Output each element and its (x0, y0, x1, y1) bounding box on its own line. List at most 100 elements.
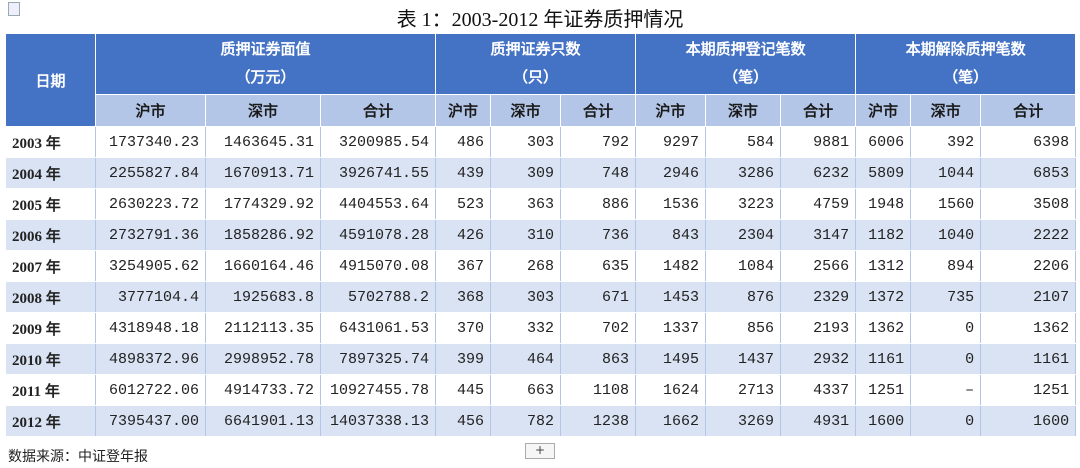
sub-header: 沪市 (635, 94, 707, 127)
sub-header: 深市 (490, 94, 562, 127)
value-cell: 6398 (980, 126, 1077, 158)
value-cell: 1463645.31 (205, 126, 321, 158)
value-cell: 1453 (635, 281, 707, 313)
value-cell: 1238 (560, 405, 637, 437)
value-cell: 3508 (980, 188, 1077, 220)
value-cell: 368 (435, 281, 492, 313)
sub-header: 合计 (560, 94, 637, 127)
sub-header: 合计 (980, 94, 1077, 127)
data-row: 2005 年 2630223.72 1774329.92 4404553.64 523 3… (5, 188, 1077, 220)
value-cell: 2630223.72 (95, 188, 206, 220)
value-cell: 1737340.23 (95, 126, 206, 158)
value-cell: 1372 (855, 281, 912, 313)
doc-icon (8, 2, 20, 16)
value-cell: 486 (435, 126, 492, 158)
value-cell: 1251 (855, 374, 912, 406)
value-cell: 5809 (855, 157, 912, 189)
value-cell: 736 (560, 219, 637, 251)
value-cell: 332 (490, 312, 562, 344)
year-cell: 2006 年 (5, 219, 96, 251)
data-row: 2012 年 7395437.00 6641901.13 14037338.13 456… (5, 405, 1077, 437)
value-cell: 2107 (980, 281, 1077, 313)
group-header: 质押证券只数 （只） (435, 33, 637, 95)
value-cell: 1040 (910, 219, 982, 251)
value-cell: 4931 (780, 405, 857, 437)
value-cell: 2946 (635, 157, 707, 189)
value-cell: 1536 (635, 188, 707, 220)
value-cell: 3200985.54 (319, 126, 437, 158)
value-cell: 0 (910, 343, 982, 375)
value-cell: 7395437.00 (95, 405, 206, 437)
value-cell: 14037338.13 (319, 405, 437, 437)
value-cell: 456 (435, 405, 492, 437)
value-cell: 268 (490, 250, 562, 282)
value-cell: 4591078.28 (319, 219, 437, 251)
data-row: 2004 年 2255827.84 1670913.71 3926741.55 439 3… (5, 157, 1077, 189)
value-cell: 6641901.13 (205, 405, 321, 437)
value-cell: 464 (490, 343, 562, 375)
value-cell: 370 (435, 312, 492, 344)
value-cell: 856 (705, 312, 782, 344)
value-cell: 1044 (910, 157, 982, 189)
value-cell: 309 (490, 157, 562, 189)
data-row: 2009 年 4318948.18 2112113.35 6431061.53 370 3… (5, 312, 1077, 344)
value-cell: 2932 (780, 343, 857, 375)
data-row: 2008 年 3777104.4 1925683.8 5702788.2 368 303 6… (5, 281, 1077, 313)
year-cell: 2007 年 (5, 250, 96, 282)
value-cell: 1182 (855, 219, 912, 251)
value-cell: 792 (560, 126, 637, 158)
sub-header: 深市 (705, 94, 782, 127)
group-name: 本期质押登记笔数 (685, 42, 806, 58)
subheader-row: 沪市 深市 合计 沪市 深市 合计 沪市 深市 合计 沪市 深市 合计 (6, 94, 1077, 127)
sub-header: 沪市 (855, 94, 912, 127)
value-cell: 2206 (980, 250, 1077, 282)
value-cell: 1774329.92 (205, 188, 321, 220)
value-cell: 635 (560, 250, 637, 282)
value-cell: 2998952.78 (205, 343, 321, 375)
value-cell: 303 (490, 126, 562, 158)
date-header: 日期 (5, 33, 96, 127)
value-cell: 367 (435, 250, 492, 282)
group-name: 本期解除质押笔数 (905, 42, 1026, 58)
value-cell: 2304 (705, 219, 782, 251)
value-cell: 1161 (980, 343, 1077, 375)
value-cell: 2255827.84 (95, 157, 206, 189)
add-button[interactable]: + (525, 443, 555, 459)
value-cell: 702 (560, 312, 637, 344)
value-cell: 6012722.06 (95, 374, 206, 406)
group-header: 本期质押登记笔数 （笔） (635, 33, 857, 95)
value-cell: 663 (490, 374, 562, 406)
value-cell: 671 (560, 281, 637, 313)
value-cell: 876 (705, 281, 782, 313)
value-cell: 3254905.62 (95, 250, 206, 282)
value-cell: 2566 (780, 250, 857, 282)
value-cell: 4759 (780, 188, 857, 220)
year-cell: 2011 年 (5, 374, 96, 406)
value-cell: 9297 (635, 126, 707, 158)
group-name: 质押证券面值 (220, 42, 311, 58)
value-cell: 1624 (635, 374, 707, 406)
data-row: 2003 年 1737340.23 1463645.31 3200985.54 486 3… (5, 126, 1077, 158)
value-cell: 1858286.92 (205, 219, 321, 251)
value-cell: 748 (560, 157, 637, 189)
data-row: 2011 年 6012722.06 4914733.72 10927455.78 445… (5, 374, 1077, 406)
year-cell: 2012 年 (5, 405, 96, 437)
value-cell: 2193 (780, 312, 857, 344)
year-cell: 2004 年 (5, 157, 96, 189)
value-cell: 3926741.55 (319, 157, 437, 189)
value-cell: 2329 (780, 281, 857, 313)
value-cell: 426 (435, 219, 492, 251)
value-cell: 1312 (855, 250, 912, 282)
group-name: 质押证券只数 (490, 42, 581, 58)
group-unit: （笔） (723, 70, 769, 86)
data-row: 2006 年 2732791.36 1858286.92 4591078.28 426 3… (5, 219, 1077, 251)
group-header: 质押证券面值 （万元） (94, 33, 437, 95)
value-cell: 1948 (855, 188, 912, 220)
value-cell: 1600 (980, 405, 1077, 437)
value-cell: 4318948.18 (95, 312, 206, 344)
value-cell: 1482 (635, 250, 707, 282)
value-cell: 4914733.72 (205, 374, 321, 406)
value-cell: 1662 (635, 405, 707, 437)
value-cell: 1084 (705, 250, 782, 282)
